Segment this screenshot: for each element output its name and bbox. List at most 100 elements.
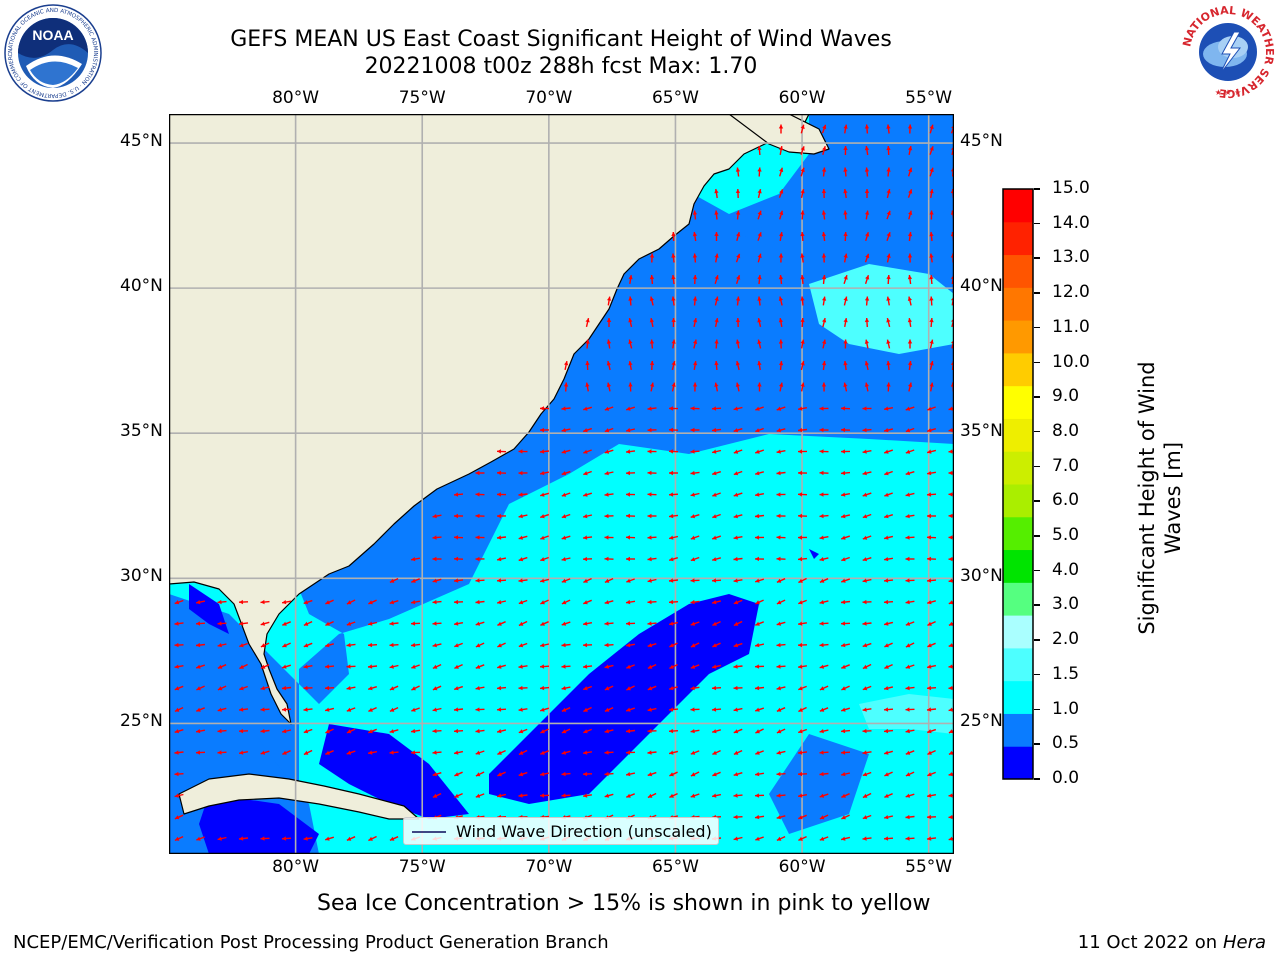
wave-arrow-head (929, 382, 934, 387)
wave-arrow-head (927, 471, 932, 476)
wave-arrow-head (927, 685, 932, 691)
wave-arrow-head (819, 750, 824, 755)
wave-arrow-head (862, 707, 867, 712)
wave-arrow-head (432, 793, 438, 798)
wave-arrow-head (585, 382, 590, 387)
wave-arrow-head (862, 836, 867, 841)
wave-arrow-head (864, 124, 870, 129)
colorbar-tick-label: 12.0 (1052, 282, 1090, 303)
wave-arrow-head (454, 535, 458, 540)
wave-arrow-head (368, 729, 373, 734)
wave-arrow-head (862, 815, 868, 820)
wave-arrow-head (714, 232, 719, 236)
wave-arrow-head (475, 707, 480, 712)
wave-arrow-head (174, 707, 180, 712)
wave-arrow-head (800, 167, 805, 173)
wave-arrow-head (733, 772, 739, 777)
wave-arrow-head (884, 471, 889, 476)
wave-arrow-head (604, 556, 609, 562)
wave-arrow-head (647, 406, 652, 411)
wave-arrow-head (908, 146, 913, 151)
wave-arrow-head (884, 535, 889, 540)
wave-arrow-head (755, 685, 760, 691)
wave-arrow-head (669, 427, 673, 433)
wave-arrow-head (800, 361, 805, 366)
colorbar-swatch (1003, 746, 1033, 780)
wave-arrow-head (821, 382, 827, 387)
wave-arrow-head (843, 232, 848, 237)
wave-arrow-head (757, 232, 762, 237)
wave-arrow-head (690, 664, 696, 669)
wave-arrow-head (778, 339, 784, 344)
wave-arrow-head (778, 253, 784, 258)
wave-arrow-head (798, 470, 802, 476)
wave-arrow-head (929, 253, 934, 258)
wave-arrow-head (798, 492, 803, 497)
colorbar-tick-label: 1.5 (1052, 663, 1080, 684)
wave-arrow-head (800, 382, 805, 387)
wave-arrow-head (905, 428, 911, 433)
wave-arrow-head (905, 492, 910, 497)
wave-arrow-head (757, 361, 762, 366)
wave-arrow-head (518, 664, 523, 669)
wave-arrow-head (518, 578, 523, 583)
wave-arrow-head (948, 470, 953, 476)
colorbar-tick-mark (1034, 257, 1040, 259)
wave-arrow-head (475, 513, 480, 519)
wave-arrow-head (303, 621, 309, 626)
wave-arrow-head (886, 318, 891, 323)
wave-arrow-head (712, 664, 717, 669)
wave-arrow-head (540, 514, 545, 519)
wave-arrow-head (884, 728, 889, 734)
wave-arrow-head (712, 514, 717, 519)
wave-arrow-head (690, 535, 696, 540)
wave-arrow-head (733, 428, 739, 433)
wave-arrow-head (755, 729, 760, 734)
wave-arrow-head (239, 836, 244, 841)
wave-arrow-head (692, 253, 698, 258)
wave-arrow-head (239, 643, 244, 648)
wave-arrow-head (282, 664, 287, 669)
wave-arrow-head (736, 253, 741, 259)
wave-arrow-head (454, 793, 459, 798)
wave-arrow-head (518, 772, 524, 777)
wave-arrow-head (260, 750, 266, 755)
wave-arrow-head (905, 664, 911, 669)
wave-arrow-head (948, 707, 953, 712)
wave-arrow-head (886, 361, 891, 366)
wave-arrow-head (432, 621, 437, 626)
wave-arrow-head (907, 232, 913, 237)
wave-arrow-head (907, 339, 913, 344)
wave-arrow-head (389, 686, 395, 691)
colorbar-tick-label: 9.0 (1052, 386, 1080, 407)
wave-arrow-head (905, 750, 911, 755)
wave-arrow-head (690, 599, 695, 605)
wave-arrow-head (497, 492, 501, 497)
wave-arrow-head (864, 189, 870, 193)
wave-arrow-head (798, 750, 803, 755)
wave-arrow-head (583, 729, 588, 734)
wave-arrow-head (733, 836, 738, 841)
wave-arrow-head (948, 578, 953, 583)
lon-label-bottom: 75°W (398, 857, 446, 877)
wave-arrow-head (626, 470, 631, 476)
wave-arrow-head (929, 189, 934, 194)
wave-arrow-head (927, 513, 931, 519)
wave-arrow-head (843, 275, 848, 280)
wave-arrow-head (282, 600, 287, 605)
wave-arrow-head (755, 535, 759, 540)
lat-label-right: 40°N (960, 276, 1003, 297)
wave-arrow-head (604, 449, 610, 454)
wave-arrow-head (819, 664, 825, 669)
wave-arrow-head (948, 535, 953, 540)
wave-arrow-head (583, 471, 588, 476)
wave-arrow-head (733, 707, 738, 712)
wave-arrow-head (948, 750, 954, 755)
wave-arrow-head (669, 793, 674, 798)
wave-arrow-head (733, 793, 738, 798)
wave-arrow-head (475, 664, 481, 669)
wave-arrow-head (755, 428, 760, 433)
wave-arrow-head (843, 167, 848, 172)
wave-arrow-head (843, 382, 848, 387)
wave-arrow-head (927, 729, 932, 734)
